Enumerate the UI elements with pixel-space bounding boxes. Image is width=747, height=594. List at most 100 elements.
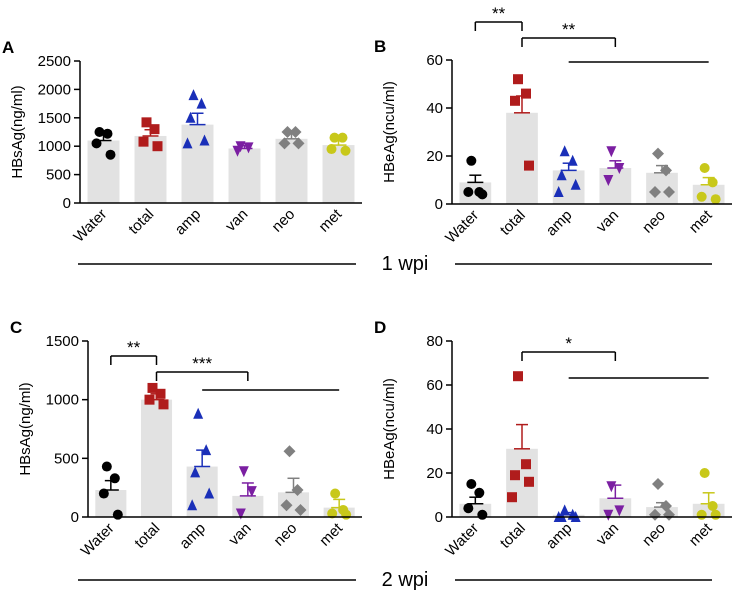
data-point <box>699 468 710 478</box>
data-point <box>466 155 477 166</box>
data-point <box>190 466 201 478</box>
y-axis-label: HBsAg(ng/ml) <box>17 382 34 475</box>
data-point <box>340 145 351 156</box>
bar <box>646 507 678 517</box>
y-tick-label: 60 <box>426 377 443 394</box>
data-point <box>109 473 120 484</box>
data-point <box>141 117 152 128</box>
y-tick-label: 60 <box>426 52 443 69</box>
data-point <box>603 175 614 186</box>
x-tick-label: total <box>497 207 529 239</box>
y-axis-label: HBsAg(ng/ml) <box>9 85 26 178</box>
data-point <box>280 499 293 512</box>
data-point <box>649 508 661 521</box>
panel-label: D <box>374 318 386 337</box>
data-point <box>556 169 567 181</box>
data-point <box>707 501 718 511</box>
x-tick-label: Water <box>70 206 110 246</box>
bar <box>87 140 120 203</box>
x-tick-label: total <box>125 206 157 238</box>
bar <box>232 495 264 517</box>
data-point <box>291 484 304 497</box>
data-point <box>105 149 116 160</box>
data-point <box>289 126 302 138</box>
y-tick-label: 20 <box>426 148 443 165</box>
error-bar <box>467 496 484 505</box>
data-point <box>553 186 564 197</box>
data-point <box>652 478 664 490</box>
bar <box>506 112 538 204</box>
bar <box>181 124 214 203</box>
x-tick-label: Water <box>442 520 482 560</box>
data-point <box>466 479 477 489</box>
y-tick-label: 40 <box>426 100 443 117</box>
x-tick-label: van <box>222 206 251 235</box>
x-tick-label: amp <box>543 207 576 240</box>
data-point <box>182 137 193 149</box>
panel-label: A <box>2 38 14 57</box>
data-point <box>199 134 210 146</box>
y-tick-label: 0 <box>63 195 71 212</box>
data-point <box>196 97 207 109</box>
data-point <box>513 371 523 382</box>
data-point <box>660 164 672 177</box>
data-point <box>283 445 296 458</box>
y-tick-label: 1500 <box>38 110 71 127</box>
y-tick-label: 1000 <box>46 392 79 409</box>
data-point <box>193 407 204 419</box>
y-tick-label: 1000 <box>38 138 71 155</box>
data-point <box>155 388 166 399</box>
error-bar <box>189 112 206 126</box>
data-point <box>513 74 523 85</box>
x-tick-label: Water <box>78 520 118 560</box>
data-point <box>710 509 721 520</box>
x-tick-label: neo <box>271 520 301 550</box>
data-point <box>652 147 664 160</box>
data-point <box>524 476 534 487</box>
x-tick-label: amp <box>176 520 209 553</box>
bar <box>322 145 355 203</box>
panel-label: B <box>374 37 386 56</box>
data-point <box>98 488 109 499</box>
y-tick-label: 80 <box>426 333 443 350</box>
data-point <box>187 499 198 511</box>
data-point <box>696 191 707 202</box>
bar <box>552 514 585 517</box>
bar <box>646 172 678 204</box>
data-point <box>138 136 149 147</box>
data-point <box>341 509 352 520</box>
x-tick-label: met <box>686 519 716 549</box>
x-tick-label: van <box>593 520 622 549</box>
data-point <box>294 503 307 516</box>
data-point <box>710 194 721 205</box>
x-tick-label: total <box>131 520 163 552</box>
significance: * <box>565 334 572 353</box>
data-point <box>614 163 625 174</box>
data-point <box>204 487 215 499</box>
data-point <box>649 186 661 198</box>
data-point <box>524 160 534 171</box>
data-point <box>603 509 614 521</box>
x-tick-label: total <box>497 520 529 552</box>
significance: ** <box>562 20 576 39</box>
error-bar <box>467 174 484 184</box>
x-tick-label: van <box>226 520 255 549</box>
data-point <box>144 394 155 405</box>
data-point <box>521 459 531 470</box>
bar <box>552 170 585 204</box>
data-point <box>238 466 249 478</box>
data-point <box>327 508 338 519</box>
y-tick-label: 1500 <box>46 333 79 350</box>
x-tick-label: van <box>593 207 622 236</box>
data-point <box>112 509 123 520</box>
data-point <box>326 144 337 155</box>
error-bar <box>239 482 256 497</box>
data-point <box>477 189 488 200</box>
data-point <box>477 509 488 520</box>
data-point <box>102 128 113 139</box>
significance: ** <box>492 4 506 23</box>
data-point <box>510 470 520 481</box>
data-point <box>337 132 348 143</box>
data-point <box>94 127 105 137</box>
data-point <box>158 399 169 410</box>
